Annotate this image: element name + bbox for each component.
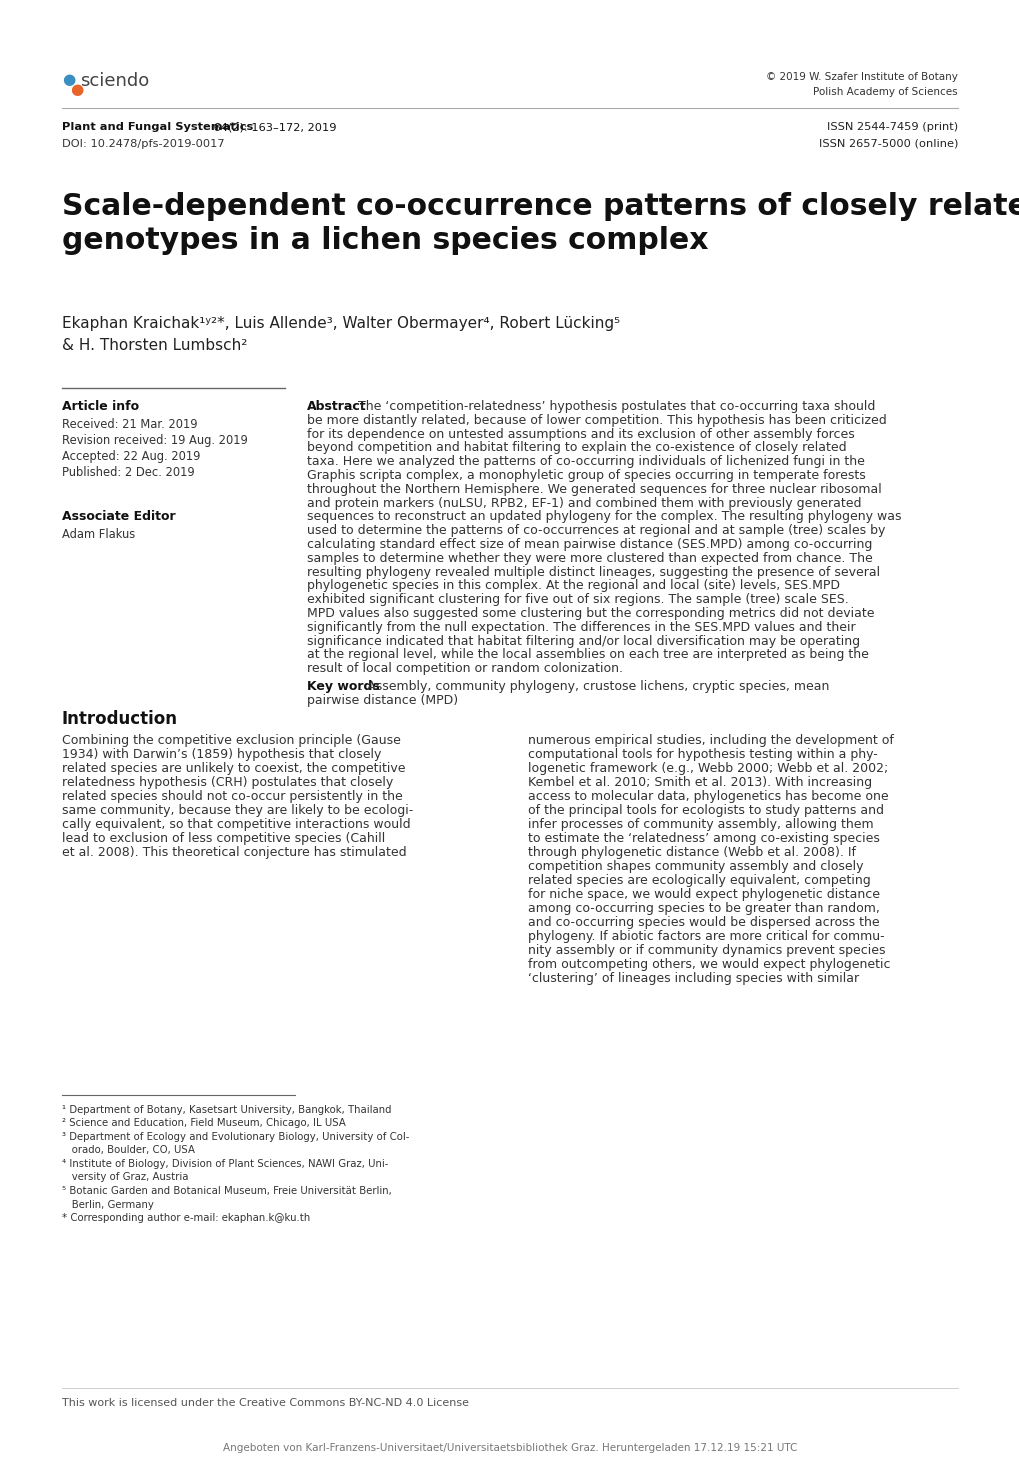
Text: lead to exclusion of less competitive species (Cahill: lead to exclusion of less competitive sp… [62, 832, 385, 845]
Text: of the principal tools for ecologists to study patterns and: of the principal tools for ecologists to… [528, 804, 883, 818]
Text: significance indicated that habitat filtering and/or local diversification may b: significance indicated that habitat filt… [307, 635, 859, 648]
Text: access to molecular data, phylogenetics has become one: access to molecular data, phylogenetics … [528, 790, 888, 803]
Text: This work is licensed under the Creative Commons BY-NC-ND 4.0 License: This work is licensed under the Creative… [62, 1399, 469, 1407]
Text: nity assembly or if community dynamics prevent species: nity assembly or if community dynamics p… [528, 945, 884, 956]
Text: DOI: 10.2478/pfs-2019-0017: DOI: 10.2478/pfs-2019-0017 [62, 139, 224, 149]
Text: related species are unlikely to coexist, the competitive: related species are unlikely to coexist,… [62, 762, 406, 775]
Text: Kembel et al. 2010; Smith et al. 2013). With increasing: Kembel et al. 2010; Smith et al. 2013). … [528, 777, 871, 788]
Text: Abstract: Abstract [307, 400, 366, 413]
Text: . The ‘competition-relatedness’ hypothesis postulates that co-occurring taxa sho: . The ‘competition-relatedness’ hypothes… [350, 400, 874, 413]
Text: related species should not co-occur persistently in the: related species should not co-occur pers… [62, 790, 403, 803]
Text: © 2019 W. Szafer Institute of Botany
Polish Academy of Sciences: © 2019 W. Szafer Institute of Botany Pol… [765, 72, 957, 96]
Text: and co-occurring species would be dispersed across the: and co-occurring species would be disper… [528, 915, 878, 929]
Text: 64(2): 163–172, 2019: 64(2): 163–172, 2019 [210, 123, 336, 131]
Text: phylogenetic species in this complex. At the regional and local (site) levels, S: phylogenetic species in this complex. At… [307, 580, 840, 593]
Text: ISSN 2544-7459 (print): ISSN 2544-7459 (print) [826, 123, 957, 131]
Text: ‘clustering’ of lineages including species with similar: ‘clustering’ of lineages including speci… [528, 972, 858, 986]
Text: Angeboten von Karl-Franzens-Universitaet/Universitaetsbibliothek Graz. Herunterg: Angeboten von Karl-Franzens-Universitaet… [222, 1442, 797, 1453]
Text: related species are ecologically equivalent, competing: related species are ecologically equival… [528, 875, 870, 888]
Text: Article info: Article info [62, 400, 139, 413]
Text: resulting phylogeny revealed multiple distinct lineages, suggesting the presence: resulting phylogeny revealed multiple di… [307, 565, 879, 578]
Text: calculating standard effect size of mean pairwise distance (SES.MPD) among co-oc: calculating standard effect size of mean… [307, 537, 871, 550]
Text: ●: ● [70, 82, 84, 96]
Text: relatedness hypothesis (CRH) postulates that closely: relatedness hypothesis (CRH) postulates … [62, 777, 393, 788]
Text: Combining the competitive exclusion principle (Gause: Combining the competitive exclusion prin… [62, 734, 400, 748]
Text: exhibited significant clustering for five out of six regions. The sample (tree) : exhibited significant clustering for fiv… [307, 593, 848, 606]
Text: ² Science and Education, Field Museum, Chicago, IL USA: ² Science and Education, Field Museum, C… [62, 1118, 345, 1129]
Text: result of local competition or random colonization.: result of local competition or random co… [307, 663, 623, 675]
Text: Key words: Key words [307, 680, 379, 694]
Text: Berlin, Germany: Berlin, Germany [62, 1200, 154, 1209]
Text: ¹ Department of Botany, Kasetsart University, Bangkok, Thailand: ¹ Department of Botany, Kasetsart Univer… [62, 1105, 391, 1115]
Text: and protein markers (nuLSU, RPB2, EF-1) and combined them with previously genera: and protein markers (nuLSU, RPB2, EF-1) … [307, 496, 861, 510]
Text: at the regional level, while the local assemblies on each tree are interpreted a: at the regional level, while the local a… [307, 648, 868, 661]
Text: Associate Editor: Associate Editor [62, 510, 175, 523]
Text: ³ Department of Ecology and Evolutionary Biology, University of Col-: ³ Department of Ecology and Evolutionary… [62, 1132, 409, 1142]
Text: ●: ● [62, 72, 75, 88]
Text: Plant and Fungal Systematics: Plant and Fungal Systematics [62, 123, 253, 131]
Text: numerous empirical studies, including the development of: numerous empirical studies, including th… [528, 734, 893, 748]
Text: be more distantly related, because of lower competition. This hypothesis has bee: be more distantly related, because of lo… [307, 413, 886, 426]
Text: through phylogenetic distance (Webb et al. 2008). If: through phylogenetic distance (Webb et a… [528, 845, 855, 858]
Text: MPD values also suggested some clustering but the corresponding metrics did not : MPD values also suggested some clusterin… [307, 607, 873, 620]
Text: Published: 2 Dec. 2019: Published: 2 Dec. 2019 [62, 466, 195, 479]
Text: ⁵ Botanic Garden and Botanical Museum, Freie Universität Berlin,: ⁵ Botanic Garden and Botanical Museum, F… [62, 1186, 391, 1196]
Text: et al. 2008). This theoretical conjecture has stimulated: et al. 2008). This theoretical conjectur… [62, 845, 407, 858]
Text: & H. Thorsten Lumbsch²: & H. Thorsten Lumbsch² [62, 339, 248, 353]
Text: sequences to reconstruct an updated phylogeny for the complex. The resulting phy: sequences to reconstruct an updated phyl… [307, 511, 901, 523]
Text: Accepted: 22 Aug. 2019: Accepted: 22 Aug. 2019 [62, 450, 200, 463]
Text: Introduction: Introduction [62, 710, 178, 729]
Text: logenetic framework (e.g., Webb 2000; Webb et al. 2002;: logenetic framework (e.g., Webb 2000; We… [528, 762, 888, 775]
Text: Revision received: 19 Aug. 2019: Revision received: 19 Aug. 2019 [62, 434, 248, 447]
Text: orado, Boulder, CO, USA: orado, Boulder, CO, USA [62, 1146, 195, 1155]
Text: ⁴ Institute of Biology, Division of Plant Sciences, NAWI Graz, Uni-: ⁴ Institute of Biology, Division of Plan… [62, 1159, 388, 1169]
Text: samples to determine whether they were more clustered than expected from chance.: samples to determine whether they were m… [307, 552, 872, 565]
Text: pairwise distance (MPD): pairwise distance (MPD) [307, 694, 458, 707]
Text: Adam Flakus: Adam Flakus [62, 529, 136, 542]
Text: beyond competition and habitat filtering to explain the co-existence of closely : beyond competition and habitat filtering… [307, 441, 846, 454]
Text: sciendo: sciendo [79, 72, 149, 91]
Text: throughout the Northern Hemisphere. We generated sequences for three nuclear rib: throughout the Northern Hemisphere. We g… [307, 483, 880, 496]
Text: to estimate the ‘relatedness’ among co-existing species: to estimate the ‘relatedness’ among co-e… [528, 832, 879, 845]
Text: phylogeny. If abiotic factors are more critical for commu-: phylogeny. If abiotic factors are more c… [528, 930, 883, 943]
Text: : Assembly, community phylogeny, crustose lichens, cryptic species, mean: : Assembly, community phylogeny, crustos… [359, 680, 828, 694]
Text: same community, because they are likely to be ecologi-: same community, because they are likely … [62, 804, 413, 818]
Text: Scale-dependent co-occurrence patterns of closely related
genotypes in a lichen : Scale-dependent co-occurrence patterns o… [62, 193, 1019, 255]
Text: computational tools for hypothesis testing within a phy-: computational tools for hypothesis testi… [528, 748, 877, 761]
Text: from outcompeting others, we would expect phylogenetic: from outcompeting others, we would expec… [528, 958, 890, 971]
Text: * Corresponding author e-mail: ekaphan.k@ku.th: * Corresponding author e-mail: ekaphan.k… [62, 1213, 310, 1223]
Text: among co-occurring species to be greater than random,: among co-occurring species to be greater… [528, 902, 879, 915]
Text: Graphis scripta complex, a monophyletic group of species occurring in temperate : Graphis scripta complex, a monophyletic … [307, 469, 865, 482]
Text: versity of Graz, Austria: versity of Graz, Austria [62, 1172, 189, 1183]
Text: for niche space, we would expect phylogenetic distance: for niche space, we would expect phyloge… [528, 888, 879, 901]
Text: Ekaphan Kraichak¹ʸ²*, Luis Allende³, Walter Obermayer⁴, Robert Lücking⁵: Ekaphan Kraichak¹ʸ²*, Luis Allende³, Wal… [62, 315, 620, 331]
Text: Received: 21 Mar. 2019: Received: 21 Mar. 2019 [62, 418, 198, 431]
Text: infer processes of community assembly, allowing them: infer processes of community assembly, a… [528, 818, 872, 831]
Text: competition shapes community assembly and closely: competition shapes community assembly an… [528, 860, 863, 873]
Text: for its dependence on untested assumptions and its exclusion of other assembly f: for its dependence on untested assumptio… [307, 428, 854, 441]
Text: cally equivalent, so that competitive interactions would: cally equivalent, so that competitive in… [62, 818, 411, 831]
Text: significantly from the null expectation. The differences in the SES.MPD values a: significantly from the null expectation.… [307, 620, 855, 634]
Text: ISSN 2657-5000 (online): ISSN 2657-5000 (online) [818, 139, 957, 149]
Text: 1934) with Darwin’s (1859) hypothesis that closely: 1934) with Darwin’s (1859) hypothesis th… [62, 748, 381, 761]
Text: used to determine the patterns of co-occurrences at regional and at sample (tree: used to determine the patterns of co-occ… [307, 524, 884, 537]
Text: taxa. Here we analyzed the patterns of co-occurring individuals of lichenized fu: taxa. Here we analyzed the patterns of c… [307, 456, 864, 469]
